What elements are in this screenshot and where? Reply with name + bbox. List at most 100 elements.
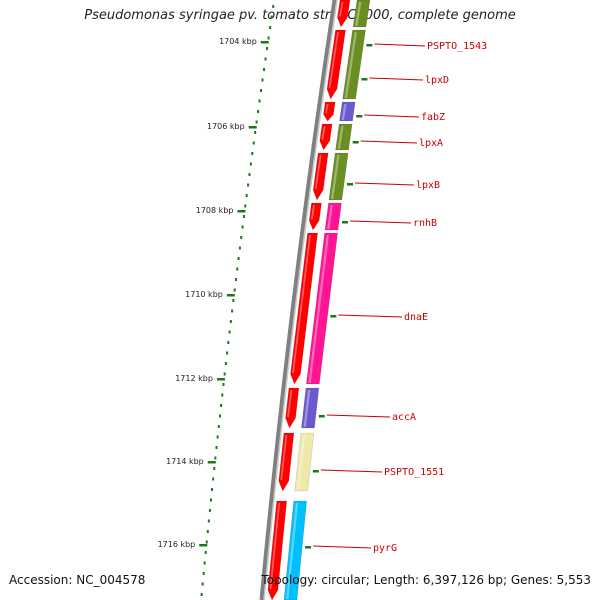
- cds-arrow-shine: [314, 154, 322, 190]
- cds-arrow[interactable]: [337, 0, 351, 28]
- gene-label[interactable]: PSPTO_1543: [427, 41, 487, 52]
- cds-arrow[interactable]: [326, 29, 346, 100]
- scale-dot: [241, 225, 244, 229]
- feature-tick: [346, 183, 353, 186]
- scale-dot: [238, 246, 241, 250]
- scale-major-tick: [226, 294, 235, 297]
- gene-label[interactable]: lpxB: [416, 180, 440, 191]
- scale-dot: [260, 89, 263, 92]
- gene-label[interactable]: PSPTO_1551: [384, 467, 444, 478]
- gene-label[interactable]: accA: [392, 412, 416, 423]
- gene-rnhb-shine: [327, 204, 333, 230]
- gene-labels: PSPTO_1543 lpxD fabZ lpxA lpxB rnhB dnaE accA PS…: [305, 41, 487, 554]
- scale-dot: [214, 456, 217, 460]
- cds-arrow[interactable]: [290, 232, 318, 385]
- scale-dot: [202, 572, 205, 575]
- scale-dot: [264, 57, 267, 61]
- scale-major-tick: [216, 378, 225, 381]
- gene-pyrg-shine: [286, 502, 299, 600]
- cds-arrow[interactable]: [319, 123, 333, 151]
- scale-ruler: 1704 kbp 1706 kbp 1708 kbp 1710 kbp 1712 kbp…: [158, 5, 275, 596]
- scale-label: 1712 kbp: [175, 374, 213, 383]
- gene-fabz-shine: [341, 103, 347, 121]
- gene-label[interactable]: rnhB: [413, 218, 437, 229]
- scale-dot: [206, 530, 209, 533]
- scale-dot: [257, 110, 260, 113]
- cds-arrow-shine: [292, 234, 312, 374]
- gene-label[interactable]: pyrG: [373, 543, 397, 554]
- scale-dot: [255, 120, 258, 124]
- feature-tick: [342, 221, 349, 224]
- scale-major-tick: [260, 41, 269, 44]
- gene-lpxd[interactable]: [342, 29, 366, 100]
- gene-label[interactable]: fabZ: [421, 112, 445, 123]
- label-leader: [320, 469, 383, 473]
- genome-backbone: [259, 0, 338, 600]
- cds-track: [267, 0, 351, 600]
- scale-dot: [272, 5, 275, 8]
- scale-major-tick: [207, 461, 216, 464]
- label-leader: [369, 77, 424, 81]
- scale-dot: [216, 435, 219, 439]
- scale-dot: [205, 540, 208, 544]
- scale-dot: [244, 204, 247, 208]
- scale-dot: [237, 257, 240, 260]
- label-leader: [354, 182, 415, 186]
- scale-dot: [233, 288, 236, 292]
- scale-dot: [208, 509, 211, 512]
- scale-label: 1704 kbp: [219, 37, 257, 46]
- label-leader: [350, 220, 412, 224]
- scale-dot: [218, 414, 221, 418]
- gene-lpxb[interactable]: [328, 152, 349, 201]
- scale-dot: [258, 99, 261, 103]
- gene-acca[interactable]: [301, 387, 320, 429]
- scale-label: 1716 kbp: [158, 540, 196, 549]
- cds-arrow[interactable]: [308, 202, 322, 231]
- scale-dot: [263, 68, 266, 71]
- gene-lpxa[interactable]: [335, 123, 353, 151]
- gene-label[interactable]: lpxD: [425, 75, 449, 86]
- gene-acca-shine: [303, 389, 311, 428]
- feature-tick: [356, 115, 363, 118]
- scale-major-tick: [248, 126, 257, 129]
- gene-label[interactable]: lpxA: [419, 138, 443, 149]
- gene-label[interactable]: dnaE: [404, 312, 428, 323]
- gene-pyrg[interactable]: [283, 500, 308, 600]
- feature-tick: [352, 141, 359, 144]
- gene-pspto-1551[interactable]: [294, 432, 315, 492]
- scale-label: 1708 kbp: [196, 206, 234, 215]
- cds-arrow[interactable]: [312, 152, 329, 201]
- gene-pspto-1551-shine: [296, 434, 306, 491]
- gene-pspto-1543[interactable]: [352, 0, 371, 28]
- label-leader: [360, 140, 418, 144]
- scale-dot: [247, 183, 250, 187]
- scale-major-tick: [237, 210, 246, 213]
- gene-lpxd-shine: [344, 31, 357, 99]
- scale-dot: [249, 162, 252, 166]
- cds-arrow[interactable]: [323, 101, 336, 122]
- cds-arrow[interactable]: [285, 387, 300, 429]
- cds-arrow[interactable]: [278, 432, 295, 492]
- gene-fabz[interactable]: [339, 101, 356, 122]
- cds-arrow-shine: [321, 125, 326, 141]
- scale-dot: [207, 519, 210, 523]
- scale-dot: [229, 320, 232, 323]
- cds-arrow-shine: [310, 204, 315, 220]
- scale-label: 1706 kbp: [207, 122, 245, 131]
- gene-pspto-1543-shine: [355, 1, 362, 27]
- gene-dnae[interactable]: [306, 232, 338, 385]
- scale-dot: [232, 299, 235, 302]
- cds-arrow[interactable]: [267, 500, 288, 600]
- scale-dot: [212, 477, 215, 481]
- scale-dot: [226, 351, 229, 355]
- scale-dot: [270, 15, 273, 19]
- genome-backbone-highlight: [263, 0, 338, 600]
- scale-dot: [236, 267, 239, 271]
- feature-tick: [366, 44, 373, 47]
- gene-rnhb[interactable]: [324, 202, 342, 231]
- scale-dot: [223, 372, 226, 376]
- scale-dot: [251, 152, 254, 155]
- scale-dot: [254, 131, 257, 134]
- label-leader: [338, 314, 403, 318]
